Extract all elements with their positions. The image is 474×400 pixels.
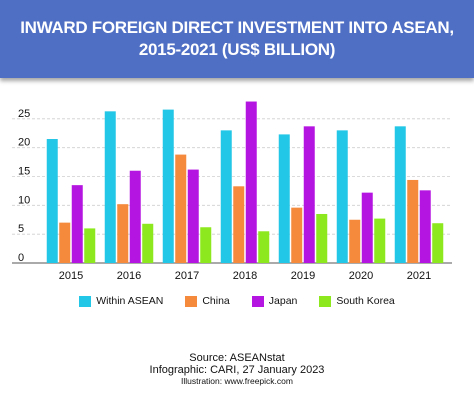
x-tick-label: 2020 (349, 270, 373, 282)
bar-south-korea-2021 (432, 223, 444, 263)
bar-china-2021 (407, 179, 419, 263)
legend-item-south-korea: South Korea (319, 293, 395, 309)
footer: Source: ASEANstat Infographic: CARI, 27 … (0, 352, 474, 387)
bar-within-asean-2015 (46, 139, 58, 263)
legend-item-japan: Japan (251, 293, 298, 309)
bar-japan-2020 (361, 192, 373, 263)
bar-south-korea-2016 (142, 223, 154, 263)
legend-label-japan: Japan (268, 295, 298, 307)
bar-south-korea-2020 (374, 218, 386, 263)
legend-swatch-south-korea (319, 295, 332, 307)
y-tick-label: 25 (18, 108, 30, 120)
bar-japan-2017 (187, 169, 199, 263)
legend-item-within-asean: Within ASEAN (79, 293, 163, 309)
legend-item-china: China (185, 293, 230, 309)
bar-within-asean-2016 (104, 111, 116, 263)
y-tick-label: 20 (18, 137, 30, 149)
bar-south-korea-2018 (258, 231, 270, 263)
y-tick-label: 15 (18, 166, 30, 178)
y-tick-label: 5 (18, 223, 24, 235)
chart-title-line1: INWARD FOREIGN DIRECT INVESTMENT INTO AS… (20, 18, 454, 37)
title-banner: INWARD FOREIGN DIRECT INVESTMENT INTO AS… (0, 0, 474, 78)
bar-china-2020 (349, 219, 361, 263)
bar-china-2015 (59, 222, 71, 263)
y-tick-label: 10 (18, 194, 30, 206)
x-tick-label: 2021 (407, 270, 431, 282)
source-note: Source: ASEANstat (189, 352, 285, 364)
bar-china-2018 (233, 186, 245, 263)
legend-swatch-within-asean (79, 295, 92, 307)
legend-label-china: China (202, 295, 230, 307)
bar-within-asean-2020 (336, 130, 348, 263)
bar-japan-2019 (303, 126, 315, 263)
bar-japan-2021 (419, 190, 431, 263)
bar-japan-2015 (71, 185, 83, 263)
x-tick-label: 2016 (117, 270, 141, 282)
legend-label-south-korea: South Korea (336, 295, 395, 307)
legend-label-within-asean: Within ASEAN (96, 295, 164, 307)
bar-china-2017 (175, 154, 187, 263)
y-tick-label: 0 (18, 252, 24, 264)
bar-chart: 0 5 10 15 20 25 2015 2016 2017 2018 2019 2020 2021 (12, 101, 452, 282)
bar-japan-2016 (129, 170, 141, 263)
bar-south-korea-2015 (84, 228, 96, 263)
bar-china-2019 (291, 207, 303, 263)
x-tick-label: 2019 (291, 270, 315, 282)
bar-south-korea-2019 (316, 213, 328, 263)
bar-within-asean-2021 (394, 126, 406, 263)
legend: Within ASEAN China Japan South Korea (0, 293, 474, 309)
bar-china-2016 (117, 204, 129, 263)
infographic-credit: Infographic: CARI, 27 January 2023 (149, 364, 325, 376)
chart-area: 0 5 10 15 20 25 2015 2016 2017 2018 2019 2020 2021 (0, 90, 474, 352)
x-tick-label: 2017 (175, 270, 199, 282)
bar-within-asean-2019 (278, 134, 290, 263)
legend-swatch-japan (251, 295, 264, 307)
legend-swatch-china (185, 295, 198, 307)
bar-japan-2018 (245, 101, 257, 264)
bar-within-asean-2018 (220, 130, 232, 263)
bar-within-asean-2017 (162, 109, 174, 264)
x-tick-label: 2015 (59, 270, 83, 282)
chart-title-line2: 2015-2021 (US$ BILLION) (138, 40, 336, 59)
x-tick-label: 2018 (233, 270, 257, 282)
bar-south-korea-2017 (200, 227, 212, 263)
illustration-credit: Illustration: www.freepick.com (181, 376, 293, 386)
